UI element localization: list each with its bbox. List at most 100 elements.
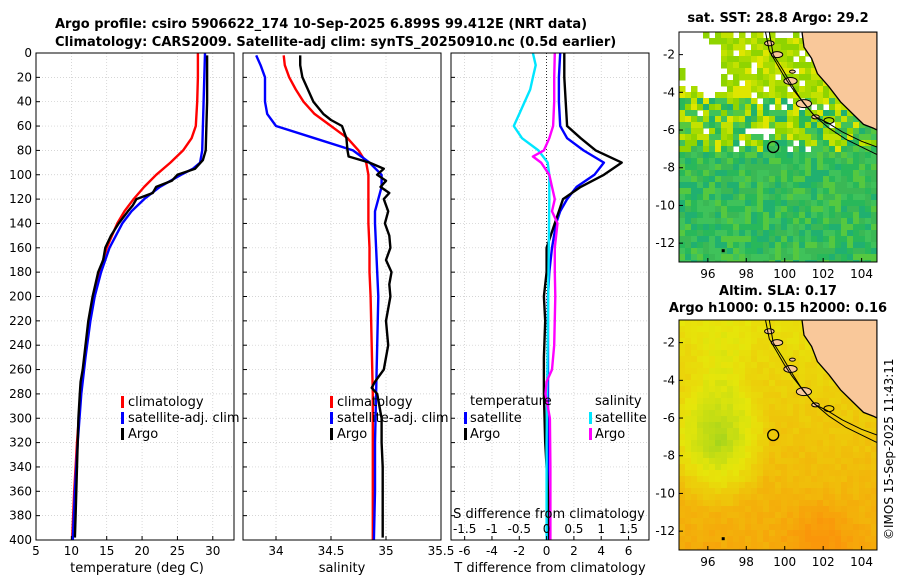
map-cell — [757, 470, 764, 477]
map-cell — [733, 230, 740, 237]
map-cell — [829, 452, 836, 459]
map-cell — [685, 524, 692, 531]
map-cell — [733, 512, 740, 519]
map-cell — [757, 164, 764, 171]
map-cell — [697, 230, 704, 237]
map-cell — [799, 440, 806, 447]
map-cell — [709, 356, 716, 363]
seamount-contour — [823, 405, 835, 413]
map-cell — [727, 212, 734, 219]
map-cell — [715, 260, 722, 262]
map-cell — [817, 434, 824, 441]
map-cell — [727, 524, 734, 531]
map-cell — [847, 506, 854, 513]
map-cell — [727, 368, 734, 375]
map-cell — [733, 380, 740, 387]
map-cell — [679, 116, 686, 123]
map-cell — [757, 332, 764, 339]
map-cell — [835, 152, 842, 159]
map-cell — [757, 326, 764, 333]
map-cell — [763, 200, 770, 207]
map-cell — [751, 368, 758, 375]
map-cell — [733, 368, 740, 375]
map-cell — [691, 320, 698, 327]
map-cell — [805, 398, 812, 405]
map-cell — [703, 506, 710, 513]
legend-satellite-label: satellite-adj. clim — [128, 411, 240, 426]
map-cell — [691, 464, 698, 471]
map-cell — [739, 524, 746, 531]
map-cell — [721, 542, 728, 549]
map-cell — [679, 512, 686, 519]
map-cell — [685, 434, 692, 441]
map-cell — [847, 536, 854, 543]
map-cell — [703, 116, 710, 123]
map-cell — [829, 446, 836, 453]
map-cell — [805, 482, 812, 489]
map-cell — [799, 254, 806, 261]
map-cell — [781, 410, 788, 417]
map-cell — [739, 50, 746, 57]
map-cell — [733, 170, 740, 177]
map-cell — [757, 140, 764, 147]
map-cell — [769, 548, 776, 550]
map-cell — [787, 380, 794, 387]
map-cell — [757, 62, 764, 69]
map-cell — [685, 98, 692, 105]
map-cell — [751, 98, 758, 105]
map-cell — [763, 482, 770, 489]
map-cell — [721, 128, 728, 135]
map-cell — [781, 230, 788, 237]
map-cell — [733, 536, 740, 543]
map-cell — [721, 212, 728, 219]
map-cell — [823, 86, 830, 93]
map-cell — [745, 80, 752, 87]
map-cell — [691, 188, 698, 195]
map-cell — [835, 446, 842, 453]
map-cell — [727, 242, 734, 249]
map-cell — [805, 422, 812, 429]
map-cell — [787, 254, 794, 261]
map-cell — [721, 230, 728, 237]
map-cell — [769, 122, 776, 129]
map-cell — [691, 176, 698, 183]
map-cell — [769, 506, 776, 513]
map-cell — [697, 518, 704, 525]
map-cell — [739, 44, 746, 51]
y-tick-label: -10 — [655, 486, 675, 500]
map-cell — [757, 218, 764, 225]
island — [783, 77, 798, 86]
map-cell — [679, 224, 686, 231]
map-cell — [709, 122, 716, 129]
map-cell — [853, 416, 860, 423]
map-cell — [709, 140, 716, 147]
map-cell — [793, 248, 800, 255]
map-cell — [691, 518, 698, 525]
map-cell — [805, 110, 812, 117]
map-cell — [829, 206, 836, 213]
map-cell — [841, 182, 848, 189]
map-cell — [847, 260, 854, 262]
map-cell — [745, 116, 752, 123]
map-cell — [793, 404, 800, 411]
x-tick-label: 30 — [205, 544, 220, 558]
map-cell — [733, 122, 740, 129]
map-cell — [823, 170, 830, 177]
map-cell — [865, 134, 872, 141]
map-cell — [685, 452, 692, 459]
map-cell — [769, 110, 776, 117]
map-cell — [811, 230, 818, 237]
map-cell — [739, 518, 746, 525]
map-cell — [799, 86, 806, 93]
map-cell — [769, 146, 776, 153]
map-cell — [787, 218, 794, 225]
map-cell — [715, 338, 722, 345]
map-cell — [763, 386, 770, 393]
map-cell — [715, 392, 722, 399]
y-tick-label: 400 — [9, 533, 32, 547]
map-cell — [679, 524, 686, 531]
map-cell — [709, 518, 716, 525]
map-cell — [829, 530, 836, 537]
map-cell — [835, 218, 842, 225]
map-cell — [781, 242, 788, 249]
